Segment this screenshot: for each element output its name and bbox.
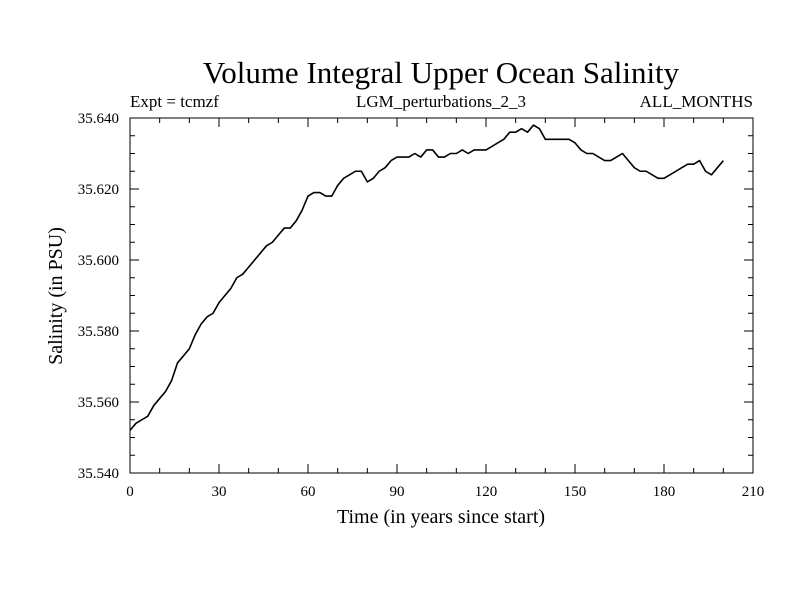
x-tick-label: 0 bbox=[126, 484, 134, 500]
subtitle-experiment-name: LGM_perturbations_2_3 bbox=[356, 92, 526, 111]
x-tick-label: 90 bbox=[390, 484, 405, 500]
subtitle-expt: Expt = tcmzf bbox=[130, 92, 219, 111]
y-tick-label: 35.560 bbox=[78, 395, 119, 411]
plot-frame bbox=[129, 117, 754, 474]
x-tick-label: 60 bbox=[301, 484, 316, 500]
x-tick-label: 150 bbox=[564, 484, 587, 500]
x-tick-label: 120 bbox=[475, 484, 498, 500]
y-tick-label: 35.580 bbox=[78, 324, 119, 340]
y-tick-labels: 35.540 35.560 35.580 35.600 35.620 35.640 bbox=[78, 111, 119, 482]
axis-ticks bbox=[129, 117, 754, 474]
x-tick-label: 210 bbox=[742, 484, 765, 500]
y-tick-label: 35.600 bbox=[78, 253, 119, 269]
x-tick-labels: 0 30 60 90 120 150 180 210 bbox=[126, 484, 764, 500]
y-tick-label: 35.620 bbox=[78, 182, 119, 198]
y-tick-label: 35.540 bbox=[78, 466, 119, 482]
x-axis-label: Time (in years since start) bbox=[337, 506, 545, 528]
chart-title: Volume Integral Upper Ocean Salinity bbox=[203, 55, 680, 90]
x-tick-label: 30 bbox=[212, 484, 227, 500]
salinity-series-line bbox=[129, 124, 724, 431]
subtitle-months: ALL_MONTHS bbox=[640, 92, 753, 111]
y-axis-label: Salinity (in PSU) bbox=[45, 227, 67, 365]
x-tick-label: 180 bbox=[653, 484, 676, 500]
y-tick-label: 35.640 bbox=[78, 111, 119, 127]
